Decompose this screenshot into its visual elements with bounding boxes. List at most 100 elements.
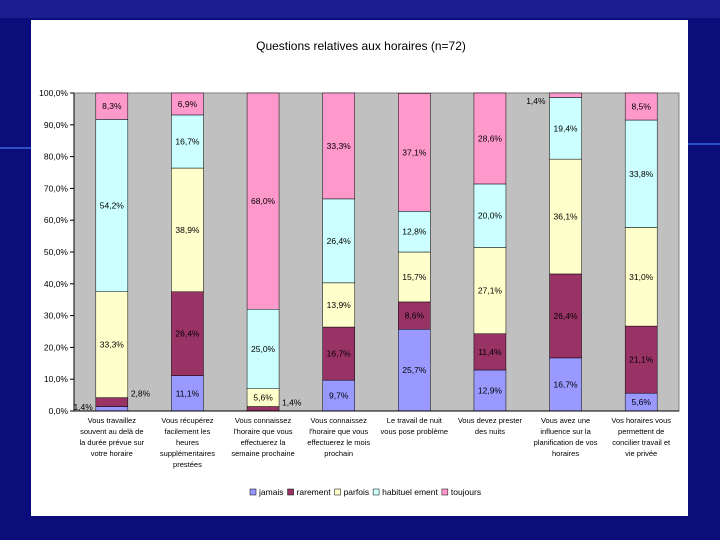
y-tick-label: 10,0%	[44, 374, 69, 384]
bar-segment-parfois	[549, 158, 582, 275]
x-tick-label-line: Vous avez une	[541, 416, 590, 425]
decorative-line-right	[686, 143, 720, 145]
data-label: 26,4%	[327, 236, 352, 246]
y-tick-label: 20,0%	[44, 342, 69, 352]
y-tick-label: 70,0%	[44, 183, 69, 193]
x-tick-label: Vous travaillez souvent au delà de la duré…	[80, 416, 145, 458]
x-tick-label-line: semaine prochaine	[231, 449, 294, 458]
x-tick-label: Vous connaissez l'horaire que vous effectu…	[231, 416, 294, 458]
y-tick-label: 90,0%	[44, 120, 69, 130]
x-tick-label-line: permettent de	[618, 427, 664, 436]
x-tick-label: Vos horaires vous permettent de concilier …	[611, 416, 671, 458]
x-tick-label-line: la durée prévue sur	[80, 438, 145, 447]
plot-area	[73, 92, 680, 412]
x-tick-label-line: prochain	[324, 449, 353, 458]
data-label: 36,1%	[554, 212, 579, 222]
bar-stack: 16,7% 26,4% 36,1% 19,4% 1,4%	[526, 92, 582, 412]
data-label: 12,8%	[402, 227, 427, 237]
x-tick-label-line: souvent au delà de	[80, 427, 143, 436]
data-label: 16,7%	[327, 349, 352, 359]
data-label: 5,6%	[253, 393, 273, 403]
bar-segment-rarement	[549, 273, 582, 359]
legend-label-parfois: parfois	[344, 487, 370, 497]
x-tick-label-line: vie privée	[625, 449, 657, 458]
y-tick-label: 40,0%	[44, 279, 69, 289]
x-tick-label: Vous récupérez facilement les heures supplé…	[160, 416, 215, 469]
y-tick-label: 30,0%	[44, 311, 69, 321]
y-tick-label: 50,0%	[44, 247, 69, 257]
data-label: 8,6%	[405, 311, 425, 321]
bar-segment-rarement	[246, 406, 280, 412]
bar-segment-toujours	[473, 92, 507, 185]
data-label: 15,7%	[402, 272, 427, 282]
x-tick-label-line: planification de vos	[534, 438, 598, 447]
plot-background	[73, 92, 680, 412]
data-label: 11,4%	[478, 347, 502, 357]
bar-segment-jamais	[171, 375, 204, 412]
x-tick-label-line: Vous récupérez	[161, 416, 213, 425]
bar-segment-toujours	[549, 92, 582, 98]
y-tick-label: 0,0%	[49, 406, 69, 416]
data-label: 31,0%	[629, 272, 654, 282]
data-label: 1,4%	[526, 96, 546, 106]
bar-stack: 5,6% 21,1% 31,0% 33,8% 8,5%	[624, 92, 658, 412]
data-label: 11,1%	[176, 388, 200, 398]
x-tick-label-line: des nuits	[475, 427, 505, 436]
bar-segment-toujours	[624, 92, 658, 121]
legend-swatch-jamais	[249, 488, 257, 496]
x-axis: Vous travaillez souvent au delà de la duré…	[74, 410, 679, 469]
bar-segment-rarement	[322, 326, 355, 381]
x-tick-label-line: facilement les	[165, 427, 211, 436]
bar-segment-toujours	[398, 93, 431, 212]
bar-segment-jamais	[398, 329, 431, 412]
bar-segment-parfois	[322, 282, 355, 328]
data-label: 16,7%	[554, 379, 579, 389]
x-tick-label: Vous devez prester des nuits	[458, 416, 523, 436]
x-tick-label-line: concilier travail et	[612, 438, 671, 447]
data-label: 27,1%	[478, 286, 503, 296]
bar-segment-jamais	[473, 369, 507, 412]
bar-segment-parfois	[95, 291, 129, 398]
bar-stack: 11,1% 26,4% 38,9% 16,7% 6,9%	[171, 92, 204, 412]
bar-segment-parfois	[171, 167, 204, 293]
data-label: 16,7%	[175, 136, 200, 146]
data-label: 25,7%	[402, 365, 427, 375]
bar-segment-toujours	[95, 92, 129, 120]
x-tick-label-line: Vous devez prester	[458, 416, 523, 425]
x-tick-label-line: heures	[176, 438, 199, 447]
data-label: 8,5%	[632, 102, 652, 112]
data-label: 19,4%	[554, 123, 579, 133]
x-tick-label-line: prestées	[173, 460, 202, 469]
bar-stack: 9,7% 16,7% 13,9% 26,4% 33,3%	[322, 92, 355, 412]
x-tick-label-line: influence sur la	[540, 427, 591, 436]
y-axis: 0,0% 10,0% 20,0% 30,0% 40,0% 50,0% 60,0% 70,0% 8…	[39, 88, 75, 416]
bar-segment-toujours	[322, 92, 355, 200]
bar-stack: 1,4% 5,6% 25,0% 68,0%	[246, 92, 302, 412]
bar-segment-toujours	[171, 92, 204, 116]
bar-segment-jamais	[95, 406, 129, 412]
x-tick-label-line: effectuerez le mois	[307, 438, 370, 447]
data-label: 25,0%	[251, 344, 276, 354]
data-label: 38,9%	[175, 225, 200, 235]
data-label: 9,7%	[329, 391, 349, 401]
data-label: 21,1%	[629, 355, 654, 365]
legend-label-toujours: toujours	[451, 487, 481, 497]
y-tick-label: 80,0%	[44, 152, 69, 162]
bar-segment-rarement	[171, 291, 204, 376]
bar-segment-rarement	[95, 397, 129, 407]
x-tick-label-line: supplémentaires	[160, 449, 215, 458]
data-label: 12,9%	[478, 385, 503, 395]
x-tick-label-line: Vous connaissez	[311, 416, 368, 425]
data-label: 13,9%	[327, 300, 352, 310]
legend: jamais rarement parfois habituel ement toujo…	[249, 487, 481, 497]
data-label: 68,0%	[251, 196, 276, 206]
x-tick-label-line: effectuerez la	[241, 438, 287, 447]
stacked-bar-chart: Questions relatives aux horaires (n=72) …	[39, 39, 680, 497]
data-label: 37,1%	[402, 147, 427, 157]
decorative-line-left	[0, 147, 34, 149]
legend-swatch-habituellement	[372, 488, 380, 496]
data-label: 26,4%	[175, 329, 200, 339]
x-tick-label: Vous avez une influence sur la planificati…	[534, 416, 598, 458]
bar-segment-habituellement	[624, 119, 658, 228]
y-tick-label: 60,0%	[44, 215, 69, 225]
